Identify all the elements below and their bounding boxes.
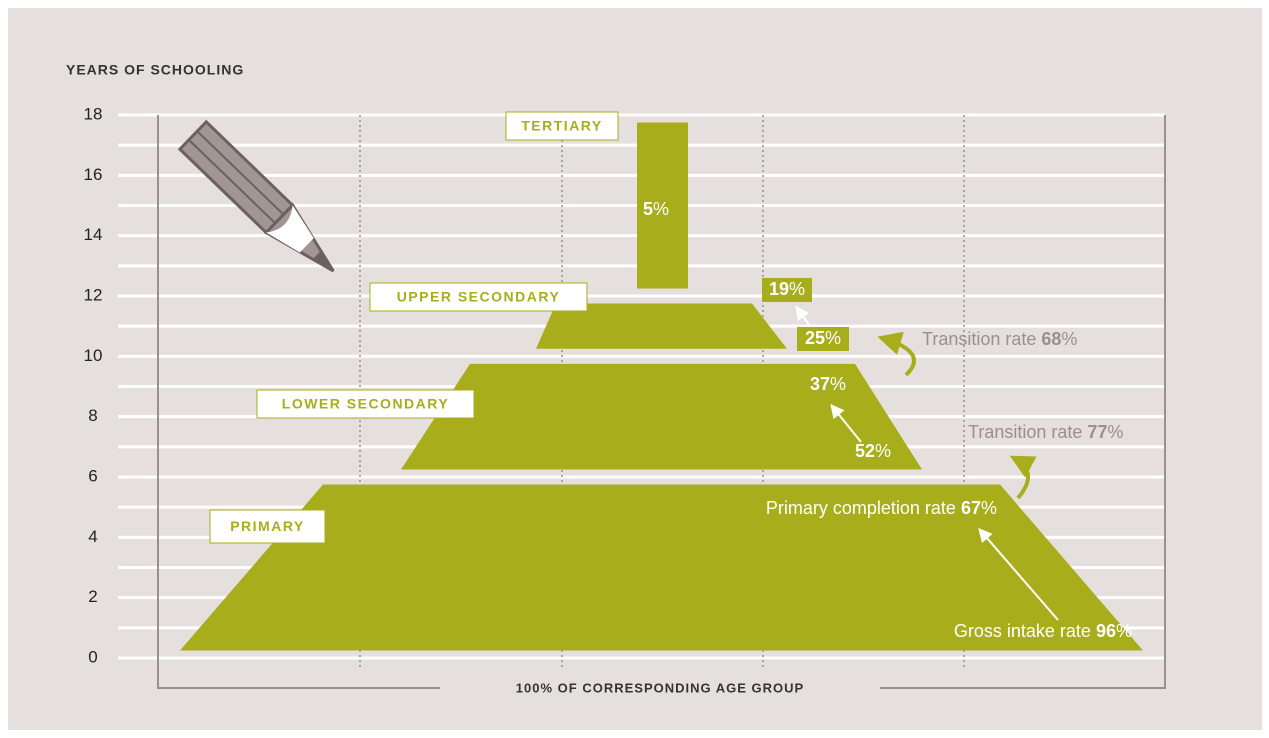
rate-value: 19 <box>769 279 789 299</box>
rate-label: 52% <box>855 441 891 461</box>
level-labels: PRIMARY LOWER SECONDARY UPPER SECONDARY TER… <box>209 111 619 544</box>
rate-value: 77 <box>1087 422 1107 442</box>
rate-unit: % <box>825 328 841 348</box>
level-label-box <box>369 282 588 312</box>
rates: 5%19%25% Transition rate 68%37%52%Transiti… <box>643 199 1132 641</box>
rate-label: 19% <box>769 279 805 299</box>
y-tick-label: 0 <box>88 647 97 666</box>
y-tick-label: 16 <box>84 165 103 184</box>
rate-label: 37% <box>810 374 846 394</box>
transition-arrow <box>1009 455 1037 500</box>
rate-label: Transition rate 68% <box>922 329 1077 349</box>
rate-value: 67 <box>961 498 981 518</box>
level-shape <box>637 122 688 289</box>
x-title: 100% OF CORRESPONDING AGE GROUP <box>516 680 804 695</box>
level-label: PRIMARY <box>230 518 305 534</box>
rate-box <box>762 278 812 302</box>
level-label-box <box>256 389 475 419</box>
frame <box>157 115 1166 689</box>
level-shape <box>401 363 922 470</box>
rate-unit: % <box>875 441 891 461</box>
rate-label: 5% <box>643 199 669 219</box>
rate-unit: % <box>789 279 805 299</box>
arrows <box>795 305 1059 621</box>
y-tick-label: 12 <box>84 285 103 304</box>
arrow <box>795 305 811 327</box>
level-label: UPPER SECONDARY <box>397 289 561 305</box>
rate-value: 52 <box>855 441 875 461</box>
rate-value: 37 <box>810 374 830 394</box>
rate-value: 5 <box>643 199 653 219</box>
rate-value: 68 <box>1041 329 1061 349</box>
pencil-icon <box>177 119 335 273</box>
y-tick-label: 4 <box>88 527 97 546</box>
levels <box>180 122 1143 651</box>
rate-label: 25% <box>805 328 841 348</box>
rate-text: Gross intake rate <box>954 621 1091 641</box>
rate-unit: % <box>1061 329 1077 349</box>
transition-arrow <box>877 331 916 377</box>
level-label-box <box>209 509 326 544</box>
rate-text: Transition rate <box>968 422 1082 442</box>
y-tick-label: 2 <box>88 587 97 606</box>
rate-unit: % <box>981 498 997 518</box>
arrow <box>978 527 1059 621</box>
y-tick-label: 18 <box>84 104 103 123</box>
rate-unit: % <box>1107 422 1123 442</box>
rate-value: 25 <box>805 328 825 348</box>
rate-label: Primary completion rate 67% <box>766 498 997 518</box>
level-label-box <box>505 111 619 141</box>
rate-box <box>797 327 849 351</box>
rate-label: Gross intake rate 96% <box>954 621 1132 641</box>
level-label: TERTIARY <box>521 118 602 134</box>
y-tick-label: 10 <box>84 346 103 365</box>
arrow <box>830 403 862 443</box>
level-shape <box>536 303 787 349</box>
rate-text: Transition rate <box>922 329 1036 349</box>
rate-unit: % <box>653 199 669 219</box>
y-tick-label: 8 <box>88 406 97 425</box>
rate-unit: % <box>830 374 846 394</box>
rate-value: 96 <box>1096 621 1116 641</box>
rate-label: Transition rate 77% <box>968 422 1123 442</box>
y-tick-label: 14 <box>84 225 103 244</box>
level-shape <box>180 484 1143 651</box>
rate-text: Primary completion rate <box>766 498 956 518</box>
y-tick-label: 6 <box>88 466 97 485</box>
level-label: LOWER SECONDARY <box>282 396 449 412</box>
y-title: YEARS OF SCHOOLING <box>66 62 244 78</box>
rate-unit: % <box>1116 621 1132 641</box>
